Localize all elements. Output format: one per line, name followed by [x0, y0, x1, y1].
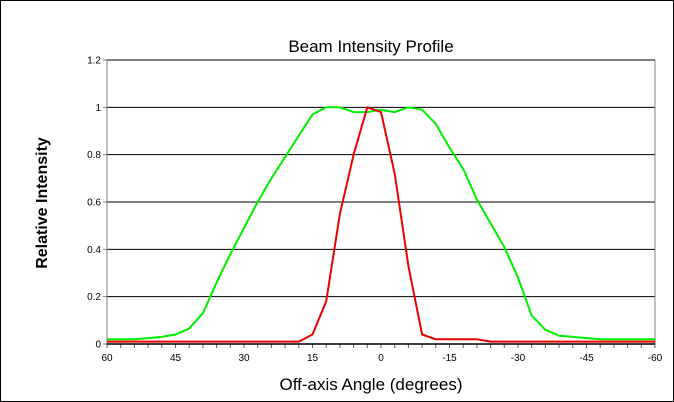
y-tick-label: 0.6	[87, 198, 101, 209]
x-tick-label: 60	[101, 353, 113, 364]
y-tick-label: 0	[95, 340, 101, 351]
gridlines	[107, 59, 655, 298]
x-tick-label: 30	[238, 353, 250, 364]
y-tick-label: 0.8	[87, 150, 101, 161]
x-tick-label: -45	[579, 353, 594, 364]
x-axis-label: Off-axis Angle (degrees)	[280, 375, 463, 394]
y-axis-label: Relative Intensity	[34, 137, 51, 269]
x-tick-label: -60	[648, 353, 663, 364]
tick-labels: 0 0.2 0.4 0.6 0.8 1 1.2 60 45 30 15 0 -15 -30 -45 -60	[87, 56, 663, 365]
x-tick-label: 15	[307, 353, 319, 364]
x-tick-label: -15	[442, 353, 457, 364]
y-tick-label: 0.2	[87, 292, 101, 303]
x-tick-label: 0	[378, 353, 384, 364]
y-tick-label: 1	[95, 103, 101, 114]
y-tick-label: 1.2	[87, 56, 101, 67]
series-lines	[107, 106, 655, 343]
x-tick-label: 45	[170, 353, 182, 364]
chart-title: Beam Intensity Profile	[288, 37, 453, 56]
axes	[103, 59, 656, 348]
series-line-2	[107, 106, 655, 343]
series-line-1	[107, 106, 655, 341]
x-tick-label: -30	[511, 353, 526, 364]
y-tick-label: 0.4	[87, 245, 101, 256]
